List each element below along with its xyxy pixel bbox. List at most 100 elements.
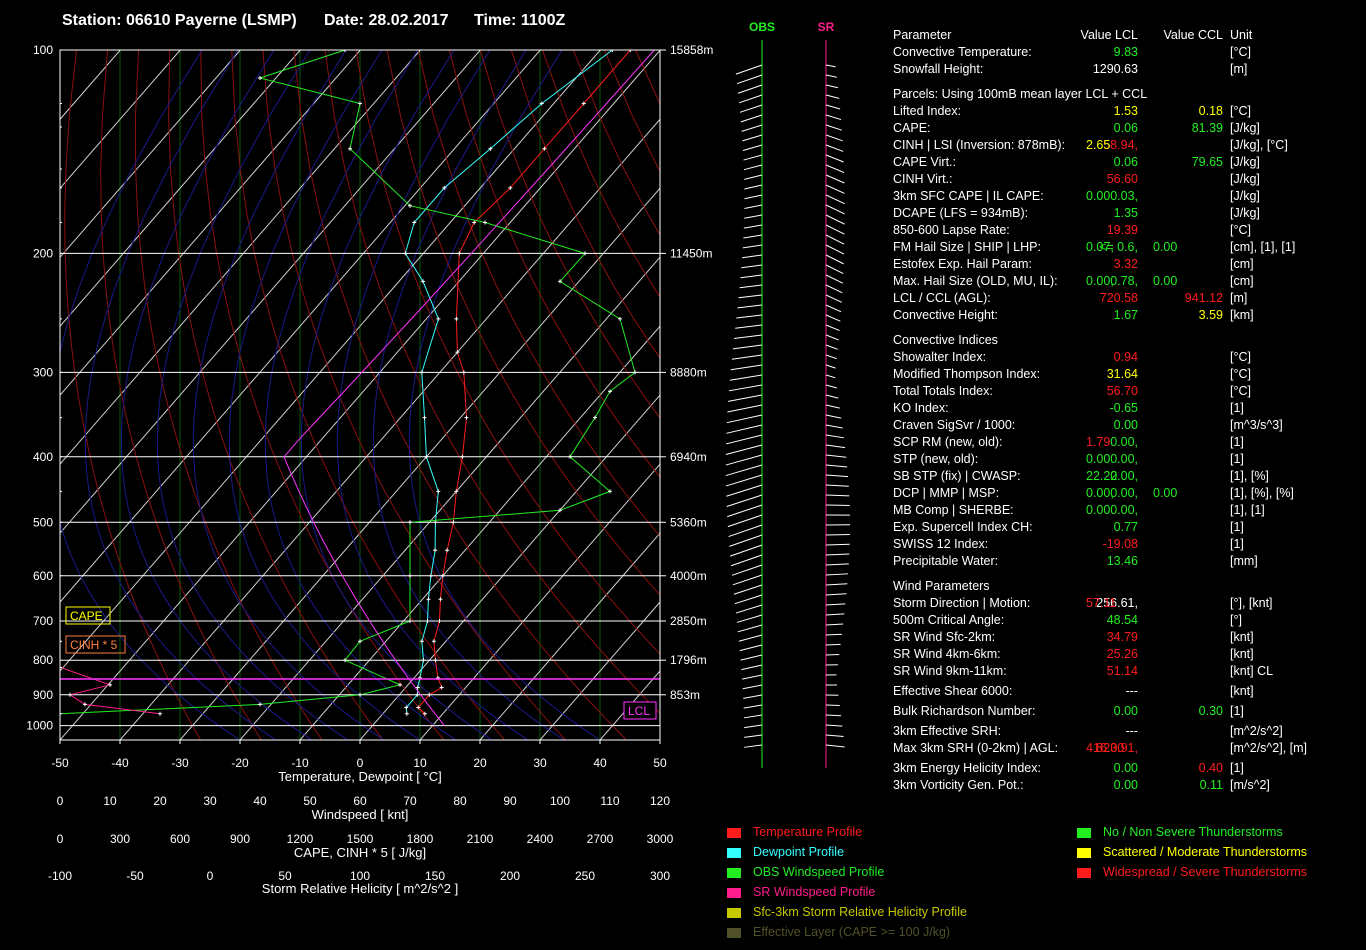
data-point [421, 658, 426, 663]
data-point [508, 185, 513, 190]
parameter-unit: [m^3/s^3] [1230, 418, 1283, 432]
wind-barb [735, 604, 763, 614]
parameter-name: Max 3km SRH (0-2km) | AGL: [893, 741, 1059, 755]
wind-barb [744, 724, 763, 729]
value-lcl: 19.39 [1106, 223, 1138, 237]
value-lcl: 34.79 [1106, 630, 1138, 644]
sr-wind-barb [825, 593, 847, 596]
parameter-name: SWISS 12 Index: [893, 537, 989, 551]
parameter-unit: [knt] [1230, 630, 1254, 644]
wind-barb [744, 734, 763, 738]
data-point [583, 251, 587, 256]
dry-adiabat [386, 50, 660, 596]
data-point [60, 185, 62, 190]
wind-barb [725, 464, 763, 477]
height-label: 6940m [670, 450, 707, 464]
parameter-row: SCP RM (new, old): 0.00, 1.79 [1] [893, 434, 1363, 451]
dry-adiabat [293, 50, 627, 740]
value-lcl: 0.78, [1110, 274, 1138, 288]
data-point [404, 711, 409, 716]
wind-barb [744, 214, 763, 219]
parameter-name: Bulk Richardson Number: [893, 704, 1036, 718]
parameter-unit: [1] [1230, 520, 1244, 534]
dry-adiabat [134, 50, 323, 740]
cape-tick-label: 2700 [587, 832, 614, 846]
sr-wind-barb [825, 154, 844, 163]
wind-barb [727, 404, 763, 413]
sr-wind-barb [825, 94, 840, 99]
legend-swatch [1077, 828, 1091, 838]
parameter-unit: [J/kg] [1230, 155, 1260, 169]
data-point [593, 415, 597, 420]
data-point [436, 489, 441, 494]
moist-adiabat [372, 50, 565, 740]
sr-wind-barb [825, 224, 845, 235]
data-point [608, 389, 612, 394]
data-point [454, 489, 459, 494]
parameter-unit: [km] [1230, 308, 1254, 322]
isotherm [419, 463, 660, 740]
dry-adiabat [100, 50, 262, 740]
data-point [408, 573, 412, 578]
temp-tick-label: -20 [231, 756, 249, 770]
data-point [558, 508, 562, 513]
sr-wind-barb [825, 454, 847, 458]
legend-swatch [727, 928, 741, 938]
wind-barb [730, 364, 763, 371]
sr-wind-barb [825, 424, 843, 429]
parameter-row: 3km Energy Helicity Index: 0.00 0.40 [1] [893, 760, 1363, 777]
wind-barb [739, 104, 763, 113]
moist-adiabat [228, 50, 421, 740]
wind-barb [738, 634, 763, 642]
section-title-text: Parameter [893, 28, 952, 42]
data-point [60, 166, 62, 171]
header-value-lcl: Value LCL [1080, 28, 1138, 42]
sr-wind-barb [825, 354, 837, 360]
sr-wind-barb [825, 244, 845, 255]
parameter-unit: [°] [1230, 613, 1242, 627]
parameter-row: STP (new, old): 0.00, 0.00 [1] [893, 451, 1363, 468]
sr-wind-barb [825, 643, 841, 646]
wind-barb [738, 94, 763, 104]
parameter-name: Modified Thompson Index: [893, 367, 1041, 381]
parameter-name: 3km Vorticity Gen. Pot.: [893, 778, 1024, 792]
legend-swatch [727, 908, 741, 918]
wind-barb [725, 474, 763, 487]
data-point [437, 619, 442, 624]
value-lcl: 0.00, [1110, 452, 1138, 466]
value-lcl: 0.00, [1110, 503, 1138, 517]
sr-wind-barb [825, 734, 844, 738]
moist-adiabat [408, 50, 601, 740]
data-point [60, 220, 62, 225]
pressure-tick-label: 500 [33, 515, 53, 529]
pressure-tick-label: 900 [33, 688, 53, 702]
data-point [108, 682, 112, 687]
section-title-text: Parcels: Using 100mB mean layer LCL + CC… [893, 87, 1148, 101]
legend-label: Scattered / Moderate Thunderstorms [1103, 845, 1308, 859]
wind-barb [744, 184, 763, 190]
parameter-unit: [1], [%], [%] [1230, 486, 1294, 500]
sr-wind-barb [825, 174, 845, 184]
legend-label: Temperature Profile [753, 825, 863, 839]
sr-wind-barb [825, 364, 836, 369]
data-point [60, 370, 62, 375]
value-lcl: -0.65 [1109, 401, 1139, 415]
value-lcl: 0.00 [1113, 704, 1138, 718]
cape-axis-label: CAPE, CINH * 5 [ J/kg] [294, 845, 426, 860]
section-title: Wind Parameters [893, 578, 1363, 595]
parameter-name: CINH Virt.: [893, 172, 953, 186]
parameter-unit: [1], [%] [1230, 469, 1269, 483]
parameter-row: DCP | MMP | MSP: 0.00, 0.00, 0.00 [1], [%], … [893, 485, 1363, 502]
parameter-name: Storm Direction | Motion: [893, 596, 1031, 610]
pressure-tick-label: 300 [33, 365, 53, 379]
parameter-name: 3km Effective SRH: [893, 724, 1002, 738]
srh-tick-label: 300 [650, 869, 670, 883]
dry-adiabat [510, 50, 660, 359]
sr-wind-barb [825, 74, 837, 78]
data-point [358, 101, 362, 106]
data-point [568, 454, 572, 459]
wind-barb [726, 484, 763, 497]
legend-swatch [727, 828, 741, 838]
parameter-unit: [°C] [1230, 223, 1251, 237]
windspeed-tick-label: 100 [550, 794, 570, 808]
